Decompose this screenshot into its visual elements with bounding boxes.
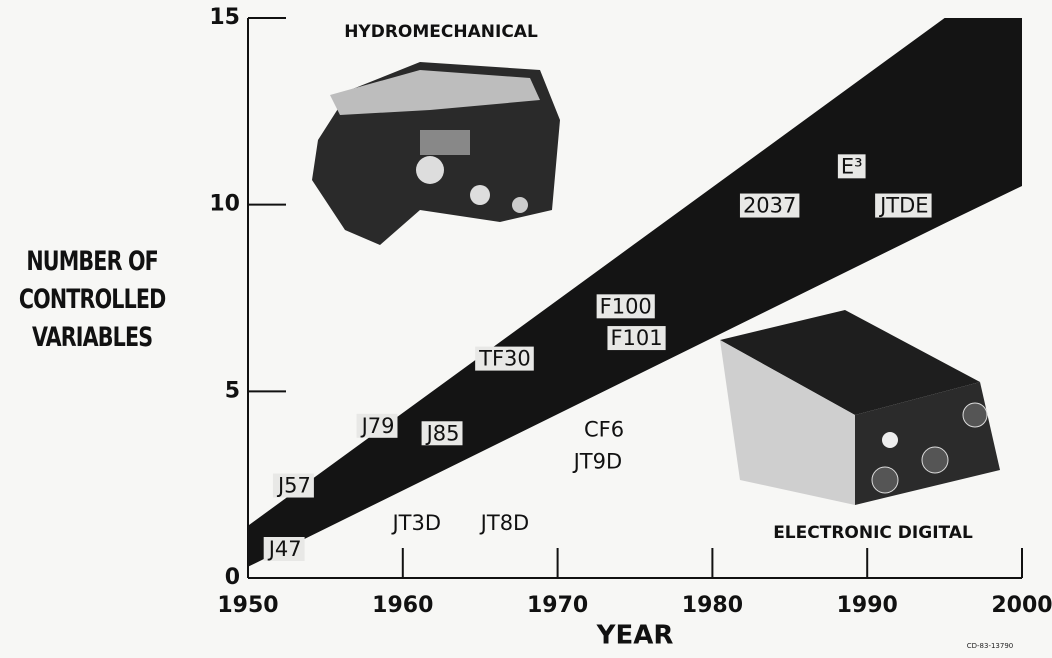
engine-label: J57 <box>273 474 314 498</box>
x-axis-label: YEAR <box>596 621 674 651</box>
engine-label: CF6 <box>584 418 624 442</box>
y-tick-label: 15 <box>209 5 240 30</box>
figure: HYDROMECHANICAL ELECTRONIC DIGITAL CD-83… <box>0 0 1052 658</box>
engine-label: JT8D <box>479 511 530 535</box>
engine-label-text: JTDE <box>878 194 928 218</box>
y-tick-label: 0 <box>225 565 240 590</box>
engine-label-text: CF6 <box>584 418 624 442</box>
engine-label-text: J57 <box>276 474 311 498</box>
engine-label: TF30 <box>475 347 534 371</box>
engine-label-text: F100 <box>600 294 652 318</box>
y-tick-label: 5 <box>225 378 240 403</box>
x-tick-label: 1980 <box>682 593 743 618</box>
engine-label-text: JT3D <box>390 511 441 535</box>
engine-label: JT3D <box>390 511 441 535</box>
x-tick-label: 1950 <box>217 593 278 618</box>
engine-label-text: E³ <box>841 154 863 178</box>
x-tick-label: 1990 <box>837 593 898 618</box>
engine-label: 2037 <box>740 194 799 218</box>
annotation: HYDROMECHANICAL <box>344 22 538 42</box>
engine-label-text: F101 <box>610 326 662 350</box>
engine-label-text: J47 <box>267 537 302 561</box>
engine-label: J85 <box>422 421 463 445</box>
y-axis-label: NUMBER OF CONTROLLED VARIABLES <box>8 243 176 357</box>
engine-label: J79 <box>357 414 398 438</box>
engine-label-text: JT9D <box>572 449 623 473</box>
electronic-photo <box>720 310 1000 505</box>
engine-label: E³ <box>838 154 866 178</box>
annotation: CD-83-13790 <box>967 642 1014 650</box>
engine-label: J47 <box>264 537 305 561</box>
engine-label: JT9D <box>572 449 623 473</box>
engine-label: JTDE <box>875 194 931 218</box>
y-tick-label: 10 <box>209 192 240 217</box>
engine-label-text: 2037 <box>743 194 796 218</box>
hydromechanical-photo <box>312 62 560 245</box>
engine-label-text: J79 <box>360 414 395 438</box>
engine-label: F100 <box>597 294 655 318</box>
engine-label-text: JT8D <box>479 511 530 535</box>
x-tick-label: 1960 <box>372 593 433 618</box>
x-tick-label: 2000 <box>991 593 1052 618</box>
engine-label-text: J85 <box>425 421 460 445</box>
engine-label: F101 <box>607 326 665 350</box>
annotation: ELECTRONIC DIGITAL <box>773 523 973 543</box>
x-tick-label: 1970 <box>527 593 588 618</box>
engine-label-text: TF30 <box>478 347 531 371</box>
